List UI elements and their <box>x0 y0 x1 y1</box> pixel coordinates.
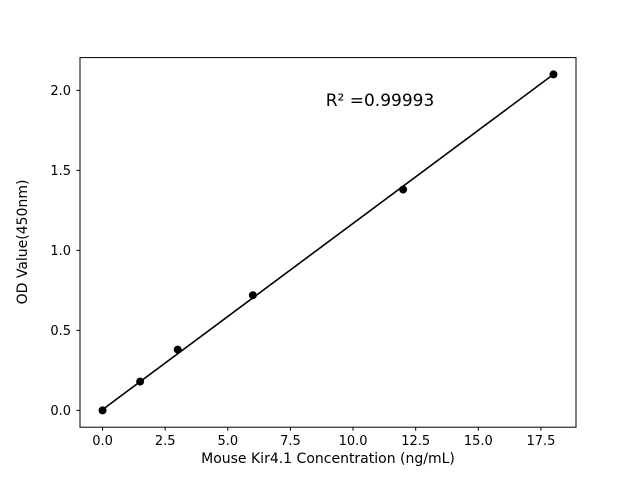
data-point <box>248 291 257 300</box>
data-point <box>549 70 558 79</box>
y-tick-label: 0.5 <box>50 324 71 339</box>
x-tick-label: 10.0 <box>339 434 368 449</box>
x-tick-label: 17.5 <box>526 434 555 449</box>
x-tick-label: 15.0 <box>464 434 493 449</box>
y-tick-label: 1.0 <box>50 244 71 259</box>
data-point <box>399 185 408 194</box>
x-tick-label: 12.5 <box>401 434 430 449</box>
x-tick-label: 7.5 <box>280 434 301 449</box>
y-tick-label: 1.5 <box>50 164 71 179</box>
data-point <box>136 377 145 386</box>
y-tick-label: 0.0 <box>50 404 71 419</box>
axes-box <box>79 57 577 428</box>
x-tick-label: 2.5 <box>155 434 176 449</box>
x-axis-label: Mouse Kir4.1 Concentration (ng/mL) <box>201 451 455 467</box>
x-tick-label: 0.0 <box>92 434 113 449</box>
x-tick-label: 5.0 <box>217 434 238 449</box>
r-squared-annotation: R² =0.99993 <box>326 91 435 111</box>
y-axis-label: OD Value(450nm) <box>15 180 31 305</box>
y-tick-label: 2.0 <box>50 84 71 99</box>
fit-line <box>102 73 554 411</box>
data-point <box>98 406 107 415</box>
data-point <box>173 345 182 354</box>
